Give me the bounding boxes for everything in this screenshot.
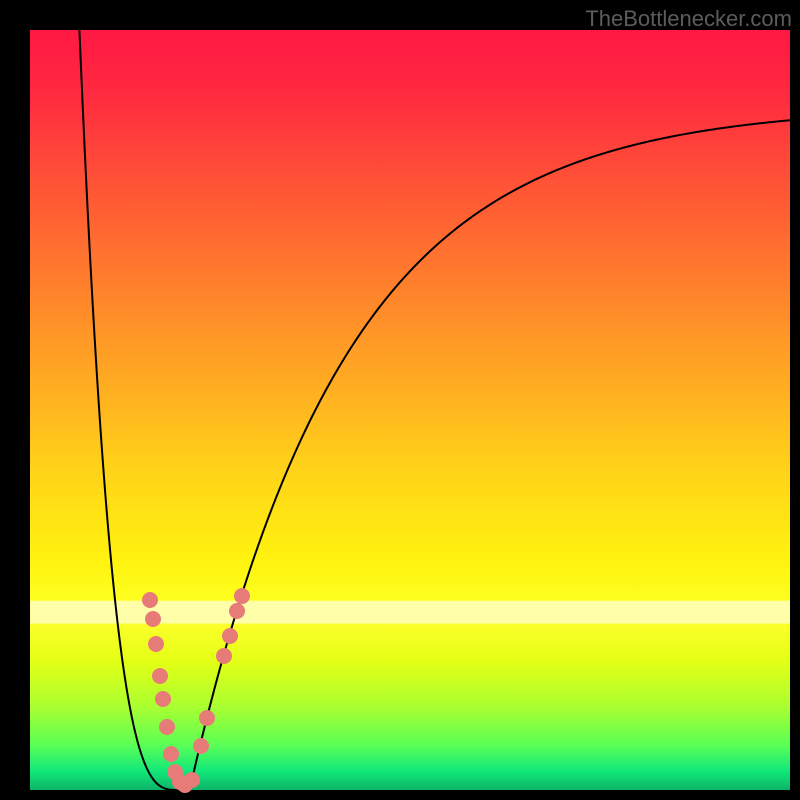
data-marker — [229, 603, 245, 619]
data-marker — [222, 628, 238, 644]
data-marker — [145, 611, 161, 627]
data-marker — [155, 691, 171, 707]
data-marker — [148, 636, 164, 652]
data-marker — [152, 668, 168, 684]
data-marker — [199, 710, 215, 726]
data-marker — [163, 746, 179, 762]
watermark-text: TheBottlenecker.com — [585, 6, 792, 32]
data-marker — [193, 738, 209, 754]
data-marker — [216, 648, 232, 664]
data-marker — [142, 592, 158, 608]
data-marker — [159, 719, 175, 735]
data-marker — [184, 772, 200, 788]
data-marker — [234, 588, 250, 604]
gradient-background — [30, 30, 790, 790]
